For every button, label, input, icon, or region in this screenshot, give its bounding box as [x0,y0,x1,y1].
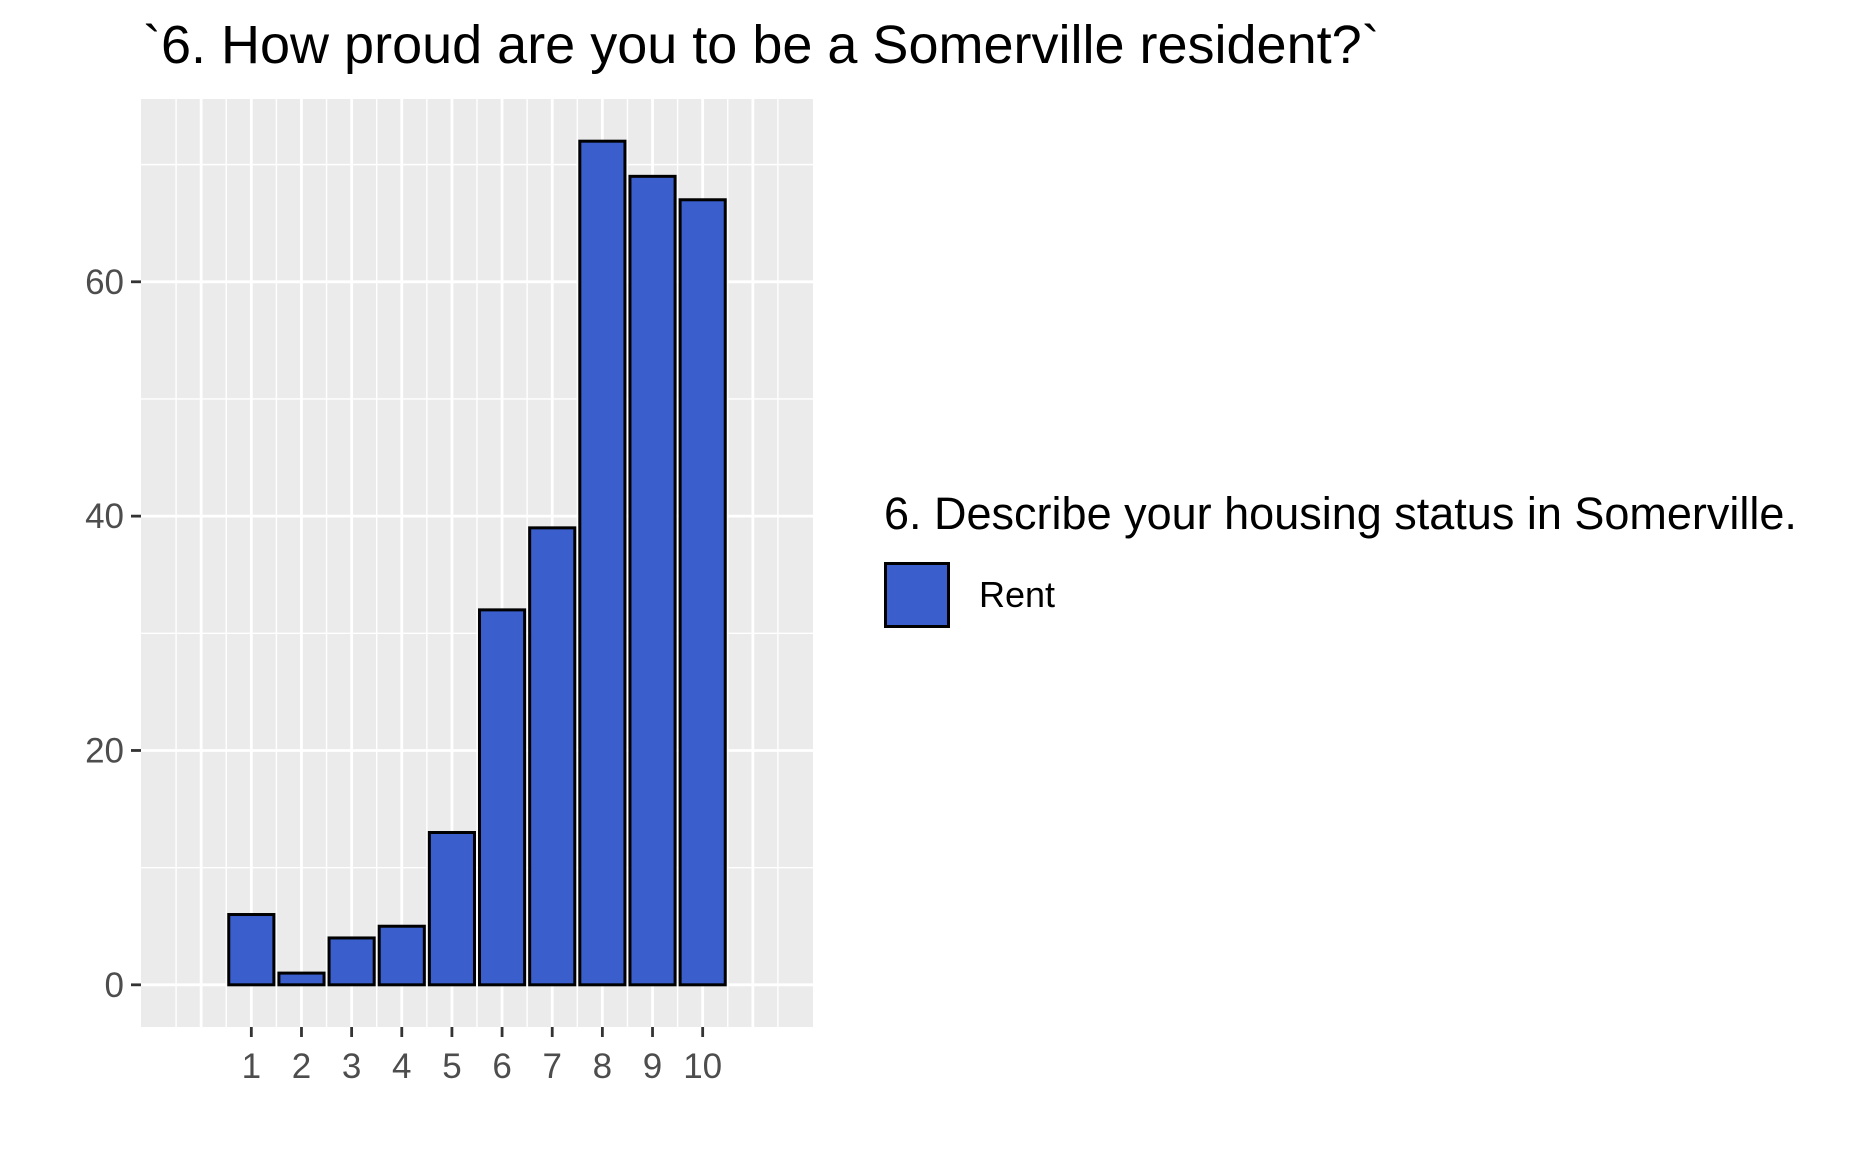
bar [478,608,527,987]
x-tick-label: 2 [292,1047,311,1086]
x-tick-label: 3 [342,1047,361,1086]
chart-title: `6. How proud are you to be a Somerville… [143,15,1380,75]
legend-key-swatch [884,562,950,628]
y-tick-label: 20 [85,731,124,770]
bar [377,924,426,987]
x-tick-label: 10 [683,1047,722,1086]
bar [327,936,376,987]
bar [528,526,577,987]
legend-title: 6. Describe your housing status in Somer… [884,488,1797,539]
legend-item: Rent [884,562,1055,628]
x-tick-label: 5 [442,1047,461,1086]
x-tick-label: 9 [643,1047,662,1086]
x-tick-label: 1 [242,1047,261,1086]
bar [227,913,276,987]
bar [678,198,727,987]
x-tick-label: 7 [542,1047,561,1086]
legend: 6. Describe your housing status in Somer… [884,488,1797,628]
bar [277,971,326,987]
bar [427,830,476,987]
x-tick-label: 4 [392,1047,411,1086]
y-tick-label: 0 [105,966,124,1005]
bar [578,139,627,987]
bars [227,139,727,987]
y-tick-label: 40 [85,497,124,536]
bar [628,174,677,987]
x-tick-label: 6 [492,1047,511,1086]
y-tick-label: 60 [85,263,124,302]
axes: 0 20 40 60 1 2 3 4 5 6 7 8 9 10 [85,263,722,1086]
x-tick-label: 8 [593,1047,612,1086]
legend-label: Rent [979,574,1056,615]
